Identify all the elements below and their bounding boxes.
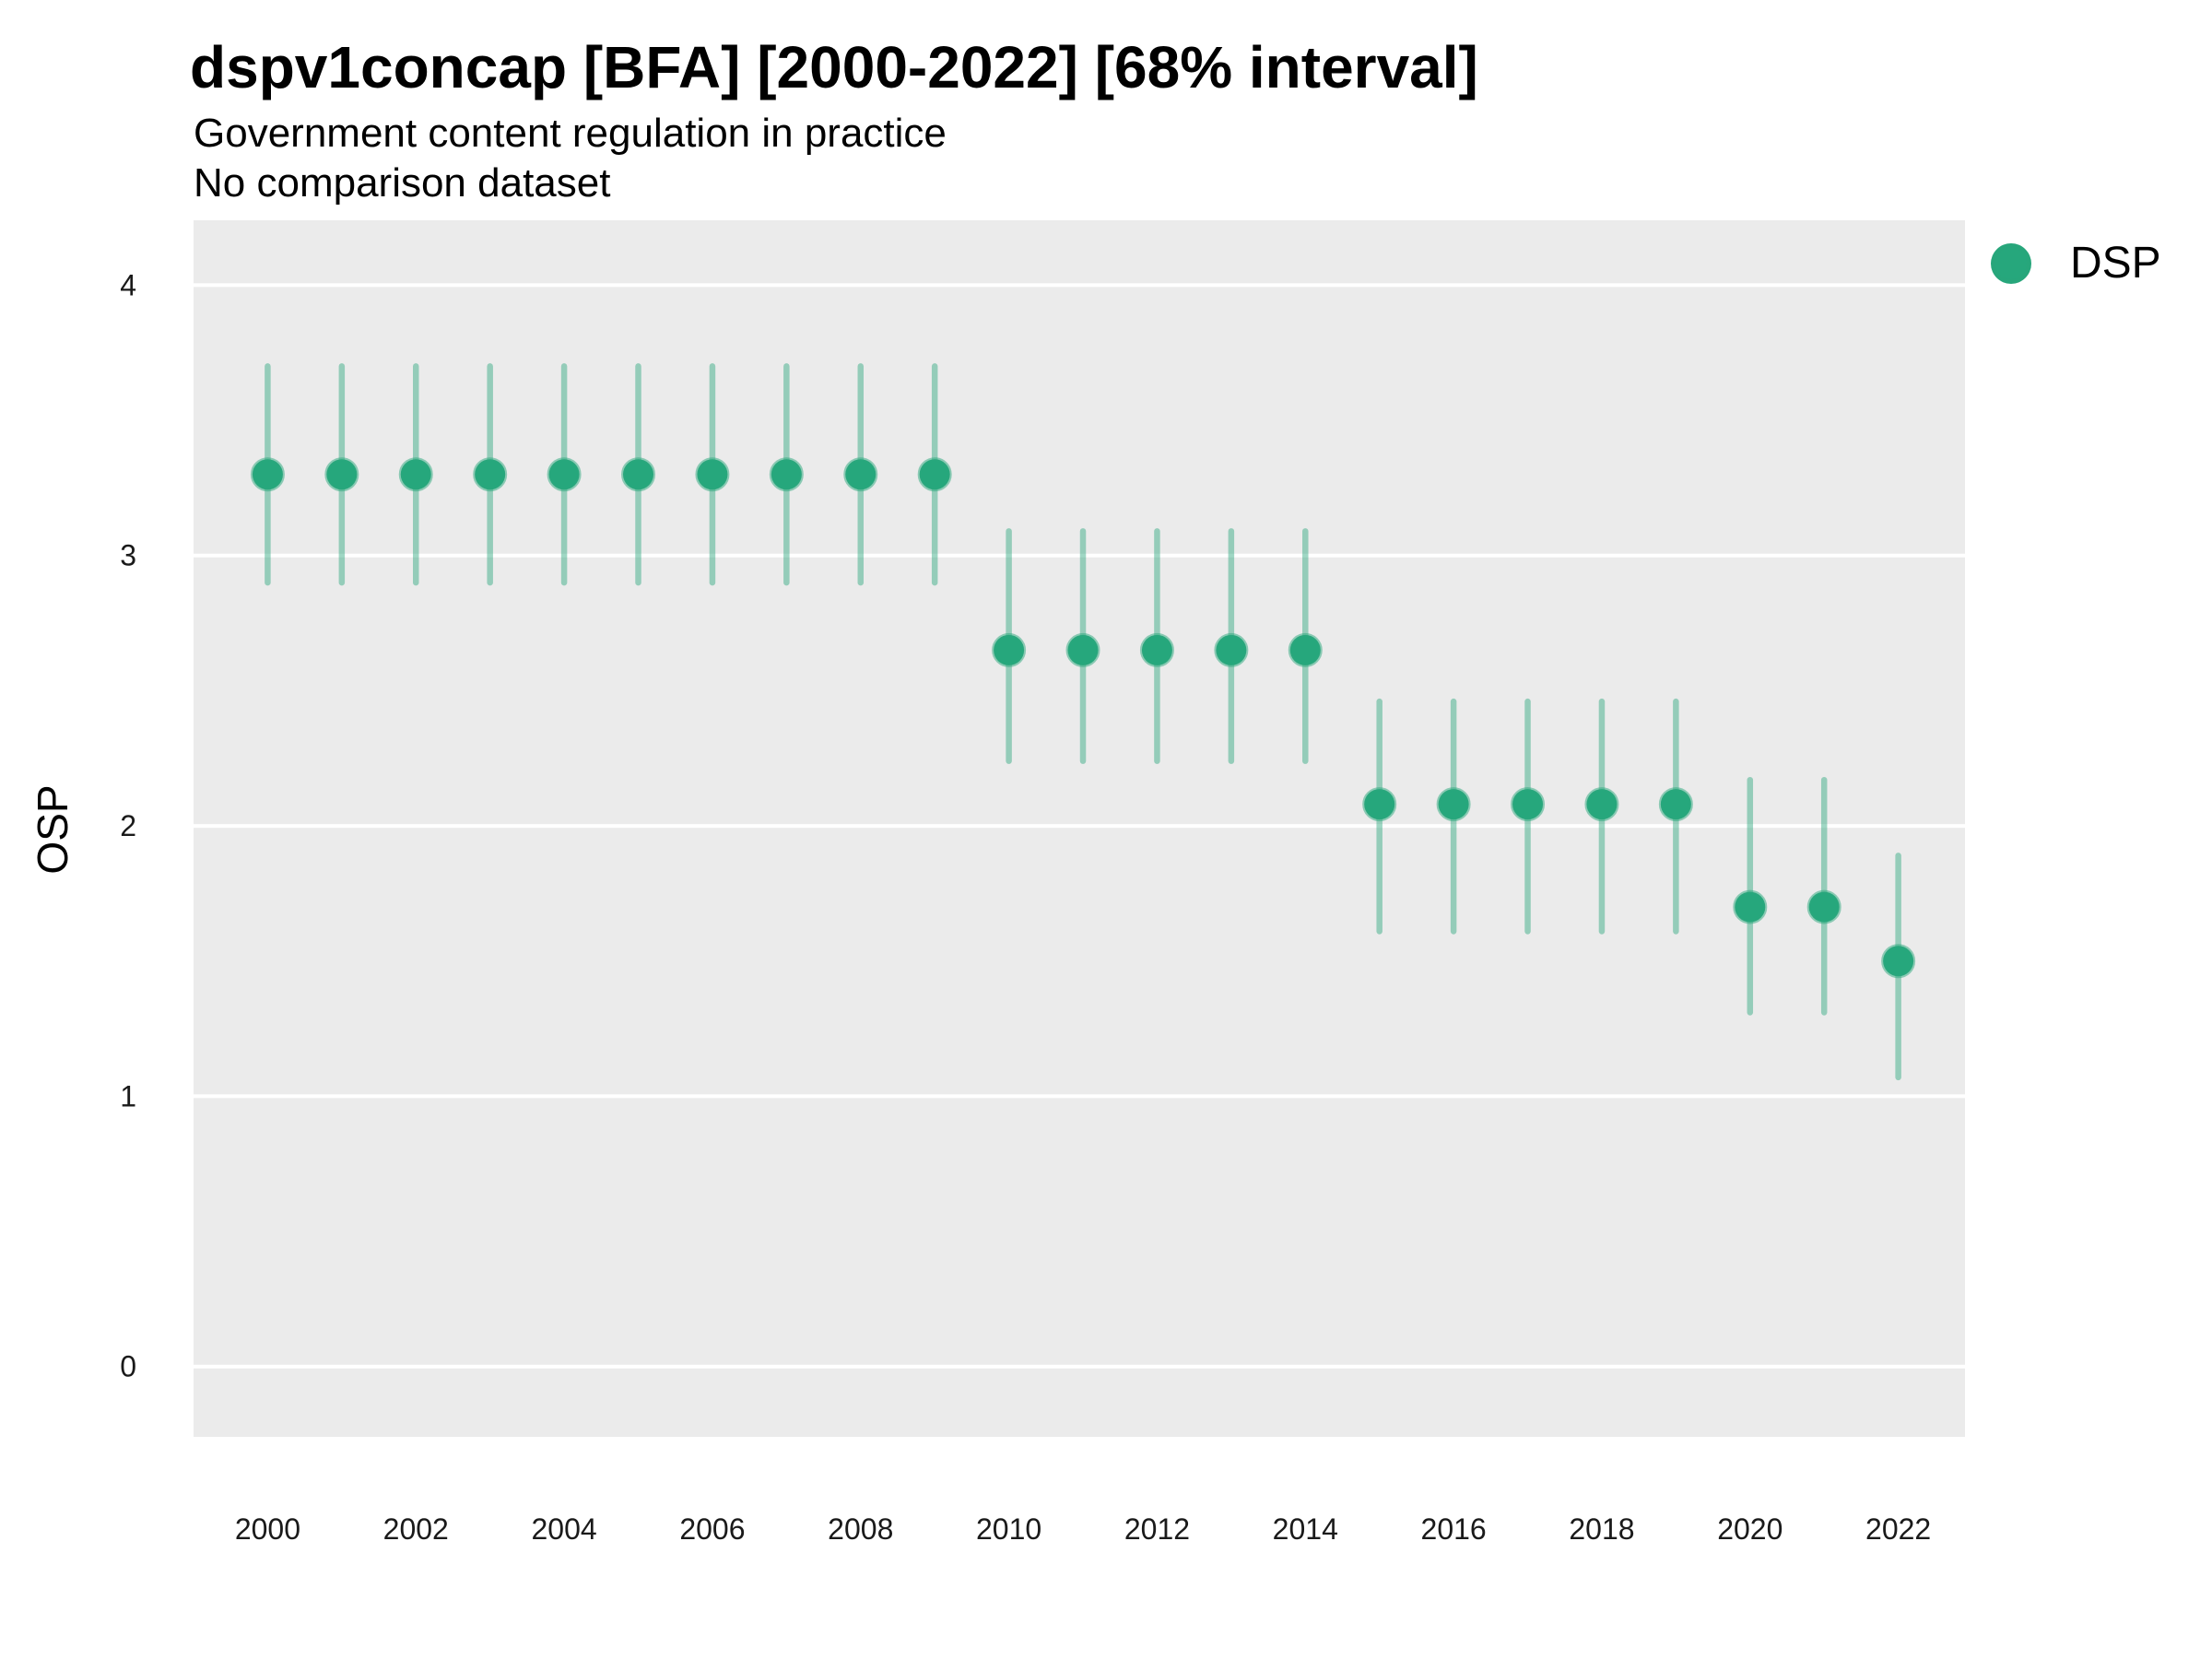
x-tick-label: 2012	[1124, 1512, 1190, 1546]
data-point-2022	[1881, 944, 1916, 979]
x-tick-label: 2006	[679, 1512, 745, 1546]
x-tick-label: 2018	[1569, 1512, 1634, 1546]
data-point-2003	[473, 457, 508, 492]
data-point-2005	[621, 457, 656, 492]
data-point-2000	[250, 457, 285, 492]
data-point-2004	[547, 457, 582, 492]
y-tick-label: 2	[120, 809, 136, 842]
data-point-2013	[1214, 632, 1249, 667]
legend-key-dot	[1991, 243, 2031, 284]
x-tick-label: 2016	[1421, 1512, 1487, 1546]
legend: DSP	[1991, 241, 2161, 286]
chart-title: dspv1concap [BFA] [2000-2022] [68% inter…	[190, 34, 1478, 100]
data-point-2001	[324, 457, 359, 492]
legend-label: DSP	[2070, 239, 2161, 288]
data-point-2015	[1362, 787, 1397, 822]
chart-subtitle: Government content regulation in practic…	[194, 111, 947, 156]
data-point-2019	[1658, 787, 1693, 822]
data-point-2014	[1288, 632, 1323, 667]
data-point-2006	[695, 457, 730, 492]
data-point-2021	[1806, 889, 1841, 924]
y-tick-label: 0	[120, 1350, 136, 1383]
x-tick-label: 2014	[1273, 1512, 1338, 1546]
x-tick-label: 2002	[383, 1512, 449, 1546]
data-point-2016	[1436, 787, 1471, 822]
x-tick-label: 2010	[976, 1512, 1041, 1546]
y-tick-label: 1	[120, 1079, 136, 1112]
data-point-2018	[1584, 787, 1619, 822]
data-point-2012	[1139, 632, 1174, 667]
data-point-2008	[843, 457, 878, 492]
x-tick-label: 2004	[531, 1512, 596, 1546]
x-tick-label: 2008	[828, 1512, 893, 1546]
data-point-2011	[1065, 632, 1100, 667]
y-tick-label: 3	[120, 539, 136, 572]
data-point-2007	[769, 457, 804, 492]
x-tick-label: 2022	[1865, 1512, 1931, 1546]
data-point-2002	[398, 457, 433, 492]
data-point-2010	[992, 632, 1027, 667]
data-point-2017	[1511, 787, 1546, 822]
data-point-2009	[917, 457, 952, 492]
x-tick-label: 2000	[235, 1512, 300, 1546]
comparison-note: No comparison dataset	[194, 160, 611, 206]
y-tick-label: 4	[120, 268, 136, 301]
x-tick-label: 2020	[1717, 1512, 1783, 1546]
panel-background	[194, 220, 1965, 1437]
data-point-2020	[1733, 889, 1768, 924]
